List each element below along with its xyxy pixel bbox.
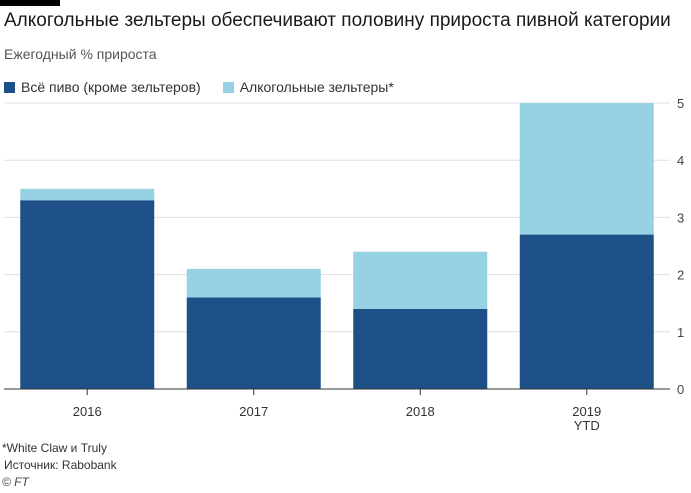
y-tick-label: 2: [677, 268, 684, 283]
source-note: Источник: Rabobank: [4, 458, 117, 472]
legend: Всё пиво (кроме зельтеров) Алкогольные з…: [4, 79, 416, 95]
x-tick-label: 2017: [239, 404, 268, 419]
bar-segment-seltzer: [20, 188, 155, 201]
legend-label-seltzer: Алкогольные зельтеры*: [239, 79, 394, 95]
credit: © FT: [2, 475, 29, 489]
legend-item-seltzer: Алкогольные зельтеры*: [222, 79, 394, 95]
chart-title: Алкогольные зельтеры обеспечивают полови…: [4, 10, 671, 31]
bar-segment-beer: [20, 200, 155, 389]
bar-segment-seltzer: [519, 103, 654, 235]
bar-segment-seltzer: [186, 268, 321, 298]
legend-label-beer: Всё пиво (кроме зельтеров): [21, 79, 201, 95]
x-tick-label: 2019: [572, 404, 601, 419]
y-tick-label: 3: [677, 210, 684, 225]
y-tick-label: 0: [677, 382, 684, 397]
chart-subtitle: Ежегодный % прироста: [4, 46, 157, 62]
legend-swatch-seltzer: [222, 81, 234, 93]
brand-bar: [0, 0, 60, 6]
y-tick-label: 5: [677, 96, 684, 111]
y-tick-label: 1: [677, 325, 684, 340]
footnote: *White Claw и Truly: [2, 441, 107, 455]
bar-segment-seltzer: [353, 251, 488, 309]
legend-item-beer: Всё пиво (кроме зельтеров): [4, 79, 201, 95]
legend-swatch-beer: [4, 81, 15, 93]
x-tick-label: YTD: [574, 418, 600, 433]
x-tick-label: 2016: [73, 404, 102, 419]
bar-segment-beer: [519, 234, 654, 389]
y-tick-label: 4: [677, 153, 684, 168]
bar-segment-beer: [353, 308, 488, 389]
bar-segment-beer: [186, 297, 321, 389]
x-tick-label: 2018: [406, 404, 435, 419]
